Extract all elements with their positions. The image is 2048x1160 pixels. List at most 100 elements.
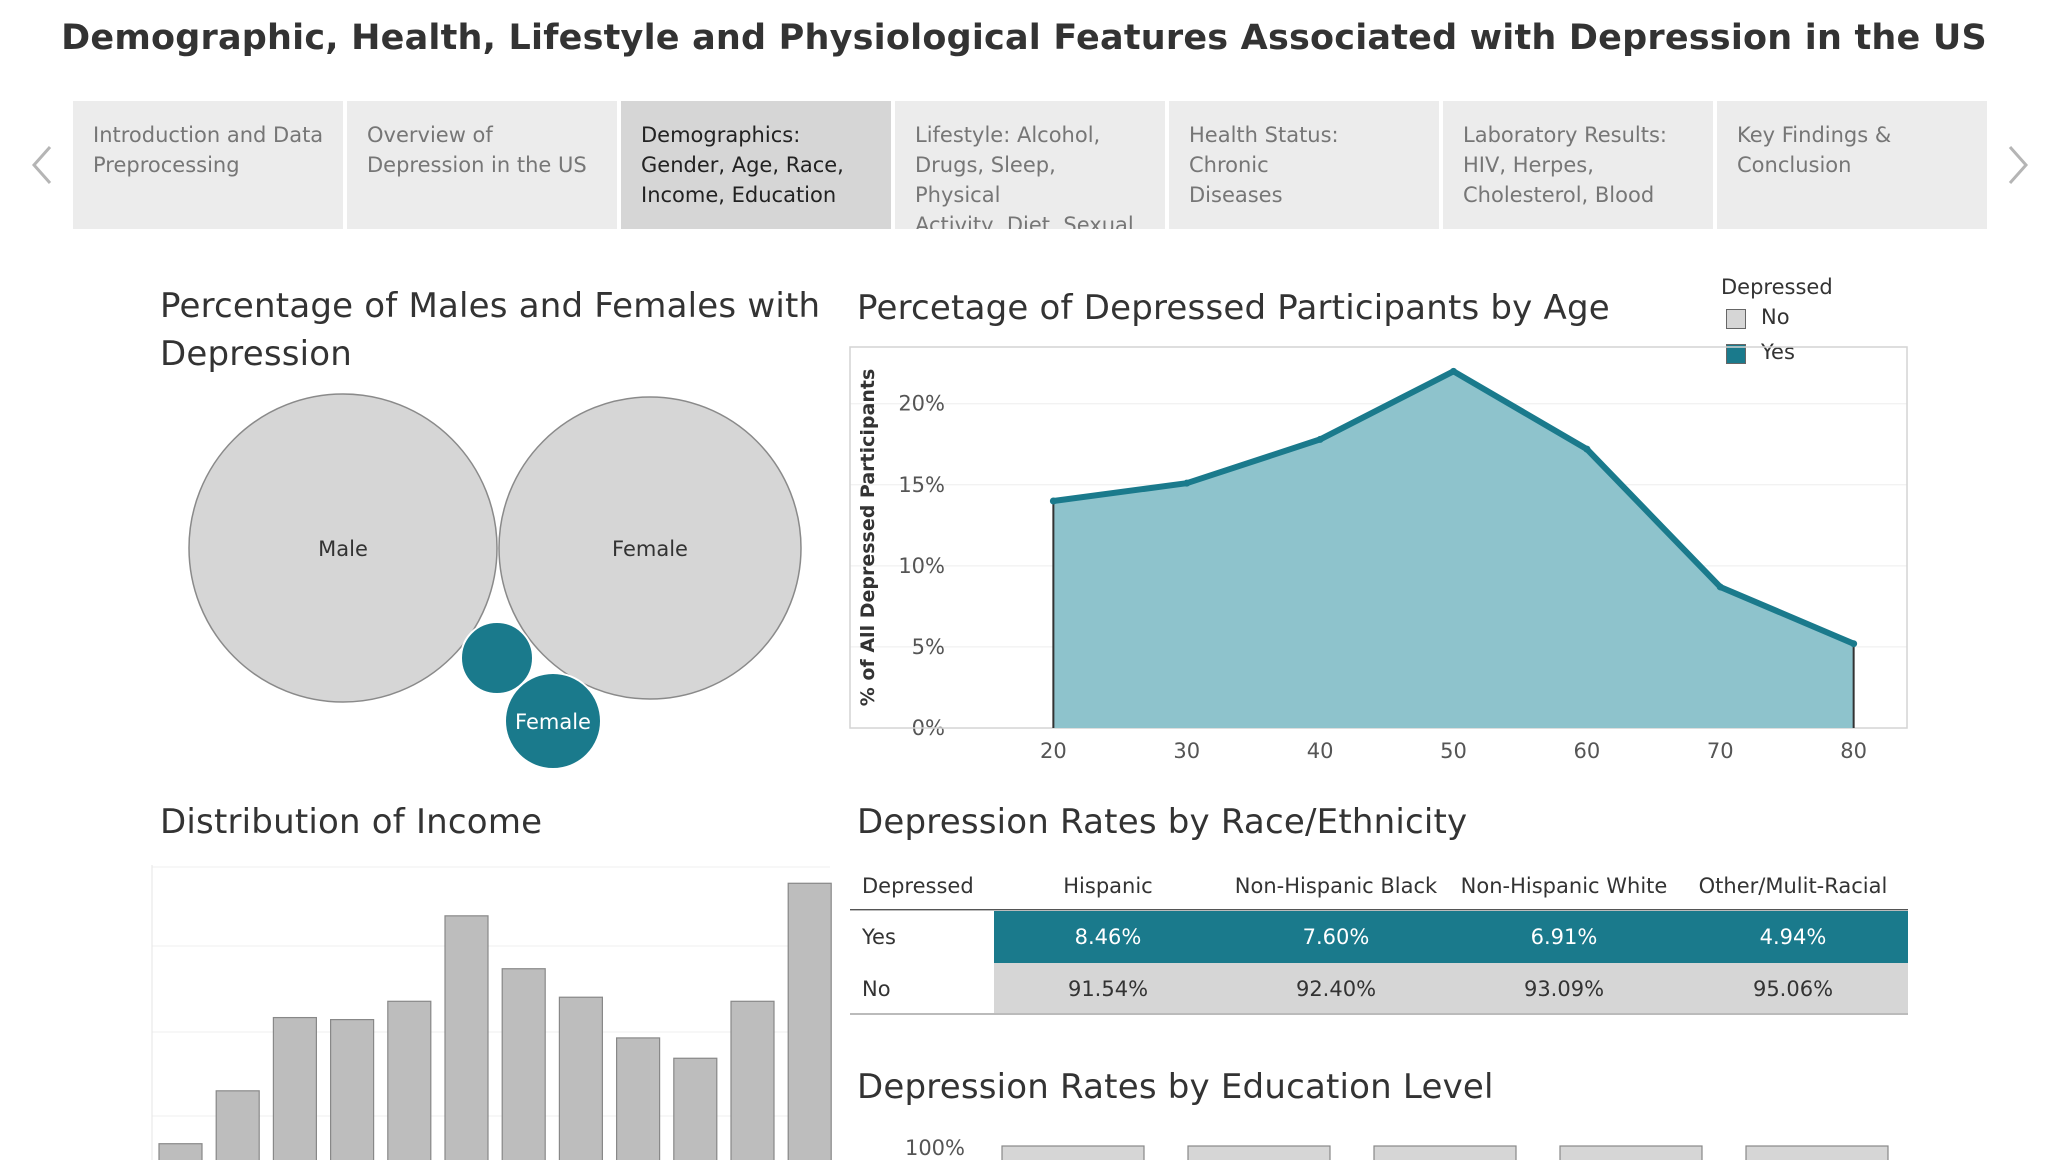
education-bar[interactable] xyxy=(1373,1145,1517,1160)
age-data-point[interactable] xyxy=(1049,497,1057,505)
story-tab-label: Demographics: xyxy=(641,123,801,147)
gender-bubble[interactable] xyxy=(188,393,498,703)
gender-bubble[interactable] xyxy=(460,621,534,695)
race-cell[interactable]: 7.60% xyxy=(1222,911,1451,963)
race-cell[interactable]: 95.06% xyxy=(1678,963,1908,1015)
race-col-header: Hispanic xyxy=(1063,874,1153,898)
income-bar[interactable] xyxy=(444,915,489,1160)
story-tab-label: Overview of xyxy=(367,123,493,147)
gender-bubble-label: Female xyxy=(515,710,591,734)
race-cell[interactable]: 4.94% xyxy=(1678,911,1908,963)
race-cell[interactable]: 8.46% xyxy=(994,911,1223,963)
story-tab-label: HIV, Herpes, xyxy=(1463,153,1594,177)
income-bar[interactable] xyxy=(215,1090,260,1160)
story-prev-button[interactable] xyxy=(22,135,62,195)
story-tab-label: Conclusion xyxy=(1737,153,1852,177)
story-tab[interactable]: Health Status: Chronic Diseases xyxy=(1169,101,1439,229)
race-row-label: No xyxy=(862,977,891,1001)
education-y-tick-label: 100% xyxy=(905,1136,965,1160)
story-tab[interactable]: Key Findings & Conclusion xyxy=(1717,101,1987,229)
education-bar[interactable] xyxy=(1559,1145,1703,1160)
story-tab[interactable]: Demographics: Gender, Age, Race, Income, E… xyxy=(621,101,891,229)
story-tab-label: Key Findings & xyxy=(1737,123,1892,147)
age-y-tick-label: 5% xyxy=(912,635,945,659)
race-cell[interactable]: 92.40% xyxy=(1222,963,1451,1015)
race-table-title: Depression Rates by Race/Ethnicity xyxy=(857,802,1468,842)
income-bar[interactable] xyxy=(558,996,603,1160)
story-tabs: Introduction and Data Preprocessing Overvi… xyxy=(73,101,1987,229)
age-x-tick-label: 40 xyxy=(1307,739,1334,763)
legend-label-no: No xyxy=(1761,305,1790,329)
story-tab-label: Laboratory Results: xyxy=(1463,123,1667,147)
dashboard-title: Demographic, Health, Lifestyle and Physi… xyxy=(61,18,1987,58)
income-bar[interactable] xyxy=(387,1000,432,1160)
income-bar[interactable] xyxy=(272,1016,318,1160)
story-tab-label: Preprocessing xyxy=(93,153,240,177)
gender-bubble-label: Female xyxy=(612,537,688,561)
income-bar[interactable] xyxy=(616,1037,661,1160)
table-row: No 91.54% 92.40% 93.09% 95.06% xyxy=(850,963,1908,1015)
story-tab-label: Gender, Age, Race, xyxy=(641,153,844,177)
age-y-tick-label: 15% xyxy=(898,473,945,497)
income-bar[interactable] xyxy=(730,1000,775,1160)
story-tab[interactable]: Laboratory Results: HIV, Herpes, Cholester… xyxy=(1443,101,1713,229)
income-bar[interactable] xyxy=(330,1019,375,1160)
chevron-right-icon xyxy=(2008,146,2029,184)
age-area[interactable] xyxy=(1053,371,1854,728)
legend-item-yes[interactable]: Yes xyxy=(1721,340,1921,375)
income-bar[interactable] xyxy=(673,1057,718,1160)
race-table-bottom-rule xyxy=(850,1013,1908,1015)
age-x-tick-label: 30 xyxy=(1173,739,1200,763)
age-data-point[interactable] xyxy=(1850,640,1858,648)
race-col-header: Other/Mulit-Racial xyxy=(1698,874,1888,898)
race-col-header: Non-Hispanic White xyxy=(1460,874,1668,898)
age-data-point[interactable] xyxy=(1450,367,1458,375)
story-tab[interactable]: Lifestyle: Alcohol, Drugs, Sleep, Physica… xyxy=(895,101,1165,229)
education-chart-title: Depression Rates by Education Level xyxy=(857,1067,1494,1107)
gender-bubble[interactable] xyxy=(498,396,802,700)
legend-label-yes: Yes xyxy=(1761,340,1795,364)
story-tab-label: Lifestyle: Alcohol, xyxy=(915,123,1101,147)
education-bar-chart: 100% xyxy=(905,1136,1889,1160)
race-table-header: Depressed Hispanic Non-Hispanic Black No… xyxy=(850,862,1908,910)
income-bar[interactable] xyxy=(787,882,832,1160)
education-bar[interactable] xyxy=(1187,1145,1331,1160)
income-bar-chart xyxy=(151,865,832,1160)
story-tab-label: Introduction and Data xyxy=(93,123,324,147)
story-tab-label: Income, Education xyxy=(641,183,837,207)
income-bar[interactable] xyxy=(501,968,546,1160)
age-data-point[interactable] xyxy=(1183,479,1191,487)
age-y-tick-label: 10% xyxy=(898,554,945,578)
story-tab[interactable]: Overview of Depression in the US xyxy=(347,101,617,229)
income-chart-title: Distribution of Income xyxy=(160,802,543,842)
gender-title-line2: Depression xyxy=(160,334,353,374)
age-data-point[interactable] xyxy=(1716,583,1724,591)
income-bar[interactable] xyxy=(158,1143,203,1160)
age-data-point[interactable] xyxy=(1583,445,1591,453)
story-tab[interactable]: Introduction and Data Preprocessing xyxy=(73,101,343,229)
gender-title-line1: Percentage of Males and Females with xyxy=(160,286,821,326)
age-x-tick-label: 50 xyxy=(1440,739,1467,763)
legend-swatch-no xyxy=(1726,309,1746,329)
race-row-header: Depressed xyxy=(862,874,974,898)
race-col-header: Non-Hispanic Black xyxy=(1234,874,1438,898)
gender-bubble-label: Male xyxy=(318,537,368,561)
race-cell[interactable]: 6.91% xyxy=(1450,911,1679,963)
race-cell[interactable]: 91.54% xyxy=(994,963,1223,1015)
race-row-label: Yes xyxy=(862,925,896,949)
legend-item-no[interactable]: No xyxy=(1721,305,1921,340)
race-table: Depressed Hispanic Non-Hispanic Black No… xyxy=(850,862,1908,1015)
race-cell[interactable]: 93.09% xyxy=(1450,963,1679,1015)
age-data-point[interactable] xyxy=(1316,435,1324,443)
story-tab-label: Activity, Diet, Sexual xyxy=(915,213,1134,229)
age-x-tick-label: 60 xyxy=(1574,739,1601,763)
legend-swatch-yes xyxy=(1726,344,1746,364)
race-table-divider xyxy=(850,909,1908,911)
story-tab-label: Diseases xyxy=(1189,183,1283,207)
age-chart-title: Percetage of Depressed Participants by A… xyxy=(857,288,1610,328)
age-y-axis-label: % of All Depressed Participants xyxy=(857,369,879,706)
education-bar[interactable] xyxy=(1745,1145,1889,1160)
story-next-button[interactable] xyxy=(1998,135,2038,195)
education-bar[interactable] xyxy=(1001,1145,1145,1160)
gender-bubble[interactable] xyxy=(504,672,602,770)
